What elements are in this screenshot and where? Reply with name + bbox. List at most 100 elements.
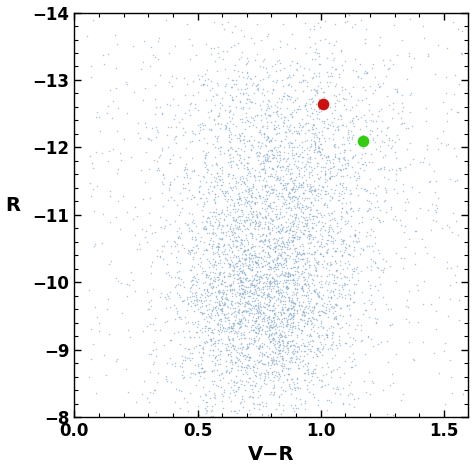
Point [329, 156, 337, 163]
Point [254, 20, 261, 28]
Point [214, 345, 221, 353]
Point [259, 285, 266, 292]
Point [203, 247, 211, 254]
Point [367, 116, 374, 124]
Point [255, 284, 262, 291]
Point [246, 104, 253, 112]
Point [268, 224, 275, 232]
Point [152, 408, 160, 416]
Point [209, 141, 217, 148]
Point [268, 282, 276, 290]
Point [345, 139, 352, 147]
Point [251, 220, 258, 228]
Point [261, 156, 269, 164]
Point [225, 319, 232, 327]
Point [247, 280, 255, 287]
Point [309, 307, 316, 315]
Point [203, 214, 211, 221]
Point [234, 303, 241, 310]
Point [278, 291, 286, 299]
Point [341, 58, 349, 65]
Point [330, 273, 338, 281]
Point [202, 274, 210, 281]
Point [397, 164, 404, 172]
Point [432, 325, 439, 333]
Point [321, 199, 328, 206]
Point [366, 231, 374, 239]
Point [182, 109, 189, 117]
Point [321, 95, 329, 102]
Point [259, 263, 267, 270]
Point [319, 308, 327, 316]
Point [214, 192, 221, 199]
Point [303, 136, 311, 143]
Point [268, 154, 276, 161]
Point [251, 275, 258, 283]
Point [350, 246, 357, 254]
Point [233, 259, 240, 266]
Point [299, 284, 306, 291]
Point [295, 344, 302, 351]
Point [289, 329, 296, 336]
Point [313, 86, 321, 94]
Point [279, 193, 286, 201]
Point [185, 247, 193, 254]
Point [206, 271, 213, 279]
Point [276, 205, 283, 213]
Point [339, 285, 347, 293]
Point [242, 334, 249, 341]
Point [172, 386, 180, 393]
Point [292, 187, 299, 195]
Point [206, 313, 214, 321]
Point [244, 274, 251, 282]
Point [229, 157, 237, 165]
Point [293, 59, 301, 66]
Point [276, 157, 284, 164]
Point [288, 218, 296, 226]
Point [200, 198, 208, 205]
Point [307, 186, 315, 194]
Point [185, 186, 193, 193]
Point [224, 158, 232, 165]
Point [330, 291, 338, 299]
Point [249, 208, 257, 216]
Point [228, 290, 236, 297]
Point [154, 128, 162, 135]
Point [289, 323, 297, 330]
Point [173, 240, 181, 248]
Point [357, 74, 365, 82]
Point [243, 55, 251, 62]
Point [271, 348, 279, 356]
Point [293, 250, 301, 258]
Point [319, 127, 326, 135]
Point [348, 363, 356, 370]
Point [280, 83, 287, 90]
Point [313, 290, 320, 297]
Point [409, 355, 417, 362]
Point [100, 211, 107, 218]
Point [312, 45, 319, 53]
Point [328, 215, 335, 223]
Point [310, 286, 318, 293]
Point [290, 151, 297, 159]
Point [263, 285, 270, 293]
Point [324, 165, 331, 172]
Point [207, 178, 214, 186]
Point [281, 304, 289, 311]
Point [273, 255, 281, 263]
Point [351, 231, 358, 239]
Point [289, 341, 297, 348]
Point [327, 193, 334, 200]
Point [205, 331, 212, 339]
Point [307, 296, 314, 303]
Point [249, 114, 257, 122]
Point [318, 140, 325, 147]
Point [239, 130, 246, 137]
Point [231, 358, 239, 365]
Point [235, 192, 243, 200]
Point [195, 76, 203, 83]
Point [362, 232, 370, 240]
Point [295, 345, 302, 353]
Point [359, 84, 366, 91]
Point [292, 253, 300, 260]
